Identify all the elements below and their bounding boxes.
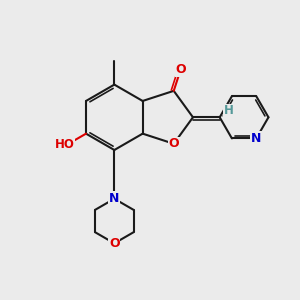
Text: H: H bbox=[224, 104, 234, 117]
Text: N: N bbox=[109, 192, 119, 205]
Text: N: N bbox=[251, 132, 262, 145]
Text: O: O bbox=[168, 137, 179, 150]
Text: O: O bbox=[175, 63, 186, 76]
Text: HO: HO bbox=[54, 138, 74, 151]
Text: O: O bbox=[109, 237, 120, 250]
